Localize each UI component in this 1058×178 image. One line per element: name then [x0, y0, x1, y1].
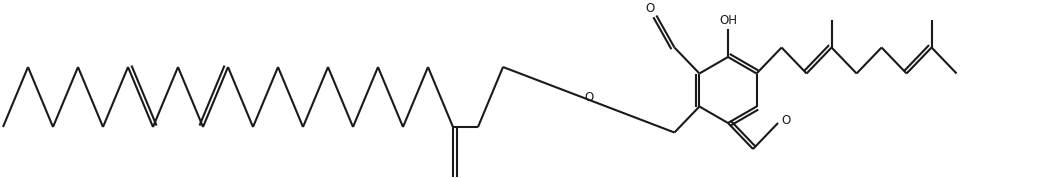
Text: O: O	[781, 114, 790, 127]
Text: OH: OH	[719, 14, 737, 27]
Text: O: O	[645, 2, 655, 15]
Text: O: O	[584, 91, 594, 104]
